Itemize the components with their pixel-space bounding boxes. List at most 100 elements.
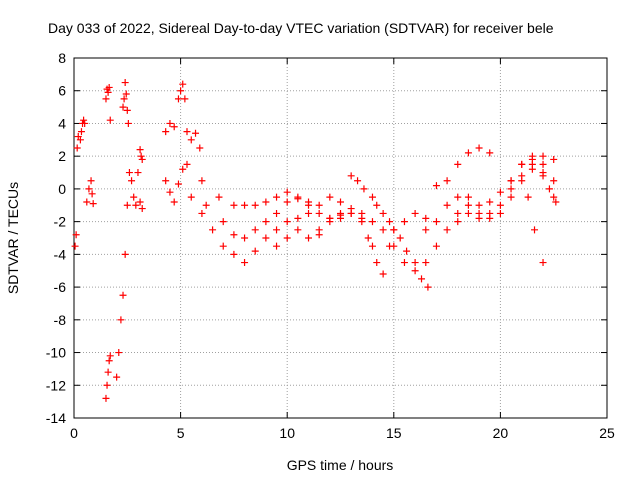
data-point xyxy=(241,201,249,209)
series-track-5h-high xyxy=(162,80,204,152)
y-tick-label: 6 xyxy=(58,83,66,99)
data-point xyxy=(105,357,113,365)
data-point xyxy=(187,193,195,201)
x-tick-label: 5 xyxy=(177,425,185,441)
data-point xyxy=(486,214,494,222)
data-point xyxy=(187,136,195,144)
data-point xyxy=(422,259,430,267)
data-point xyxy=(550,193,558,201)
data-point xyxy=(119,103,127,111)
data-point xyxy=(102,95,110,103)
series-track-dip-1 xyxy=(102,352,114,402)
data-point xyxy=(507,193,515,201)
series-track-A xyxy=(183,160,366,217)
data-point xyxy=(422,214,430,222)
data-point xyxy=(262,198,270,206)
data-point xyxy=(77,128,85,136)
y-tick-label: -6 xyxy=(54,279,67,295)
data-point xyxy=(125,169,133,177)
data-point xyxy=(326,218,334,226)
data-point xyxy=(422,226,430,234)
data-point xyxy=(531,226,539,234)
x-tick-label: 10 xyxy=(279,425,295,441)
data-point xyxy=(464,209,472,217)
data-point xyxy=(539,259,547,267)
data-point xyxy=(379,209,387,217)
data-point xyxy=(120,95,128,103)
data-point xyxy=(104,88,112,96)
data-point xyxy=(386,218,394,226)
data-point xyxy=(326,193,334,201)
data-point xyxy=(121,79,129,87)
data-point xyxy=(454,160,462,168)
data-point xyxy=(273,209,281,217)
data-point xyxy=(545,185,553,193)
data-point xyxy=(354,177,362,185)
data-point xyxy=(283,234,291,242)
data-point xyxy=(136,146,144,154)
data-point xyxy=(219,242,227,250)
data-point xyxy=(181,95,189,103)
data-point xyxy=(443,177,451,185)
data-point xyxy=(198,177,206,185)
data-point xyxy=(539,160,547,168)
series-track-J xyxy=(454,160,547,267)
data-point xyxy=(373,201,381,209)
data-point xyxy=(130,193,138,201)
data-point xyxy=(443,201,451,209)
data-points xyxy=(71,79,560,402)
data-point xyxy=(396,234,404,242)
series-track-3h xyxy=(136,146,146,163)
data-point xyxy=(113,373,121,381)
data-point xyxy=(337,214,344,222)
data-point xyxy=(123,201,131,209)
data-point xyxy=(192,129,200,137)
data-point xyxy=(198,209,206,217)
data-point xyxy=(137,152,145,160)
data-point xyxy=(360,185,368,193)
x-tick-label: 0 xyxy=(70,425,78,441)
data-point xyxy=(262,218,270,226)
data-point xyxy=(518,160,526,168)
data-point xyxy=(294,195,302,203)
data-point xyxy=(283,198,291,206)
data-point xyxy=(347,172,355,180)
data-point xyxy=(170,198,178,206)
data-point xyxy=(251,226,259,234)
y-tick-label: 2 xyxy=(58,148,66,164)
data-point xyxy=(454,209,462,217)
data-point xyxy=(183,160,191,168)
data-point xyxy=(115,349,123,357)
data-point xyxy=(400,259,408,267)
data-point xyxy=(475,201,483,209)
y-tick-label: -10 xyxy=(46,345,66,361)
data-point xyxy=(138,205,146,213)
data-point xyxy=(411,267,419,275)
y-tick-label: -8 xyxy=(54,312,67,328)
data-point xyxy=(273,242,281,250)
data-point xyxy=(496,188,504,196)
data-point xyxy=(368,218,376,226)
data-point xyxy=(273,226,281,234)
data-point xyxy=(128,177,136,185)
series-track-G xyxy=(390,152,547,275)
y-tick-label: -12 xyxy=(46,377,66,393)
series-track-early-1 xyxy=(71,116,89,250)
data-point xyxy=(315,209,323,217)
data-point xyxy=(121,250,129,258)
data-point xyxy=(418,275,426,283)
data-point xyxy=(104,368,112,376)
data-point xyxy=(486,149,494,157)
data-point xyxy=(315,201,323,209)
data-point xyxy=(106,352,114,360)
series-track-L xyxy=(528,165,560,206)
data-point xyxy=(379,226,387,234)
data-point xyxy=(87,177,95,185)
data-point xyxy=(81,119,89,127)
data-point xyxy=(162,177,170,185)
data-point xyxy=(305,234,313,242)
data-point xyxy=(464,201,472,209)
data-point xyxy=(71,242,79,250)
data-point xyxy=(550,155,558,163)
data-point xyxy=(251,247,259,255)
